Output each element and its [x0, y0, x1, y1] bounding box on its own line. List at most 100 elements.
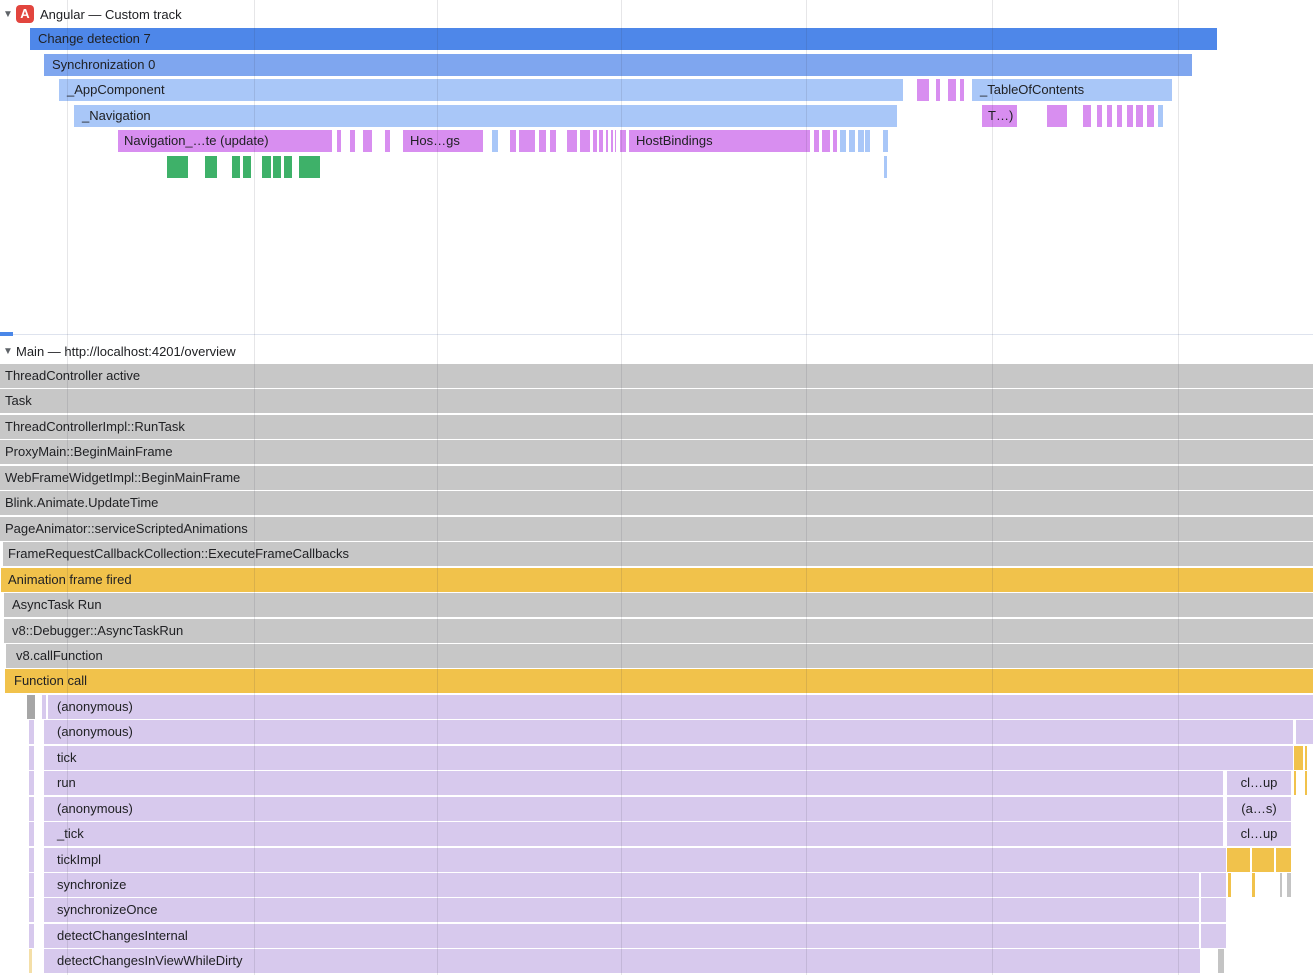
- flame-bar[interactable]: [167, 156, 188, 178]
- flame-bar[interactable]: Function call: [5, 669, 1313, 694]
- main-track-header[interactable]: ▼ Main — http://localhost:4201/overview: [0, 339, 236, 363]
- flame-bar[interactable]: HostBindings: [629, 130, 810, 152]
- flame-bar[interactable]: _AppComponent: [59, 79, 903, 101]
- flame-bar[interactable]: [1276, 847, 1291, 872]
- flame-bar[interactable]: [29, 822, 34, 847]
- flame-bar[interactable]: [539, 130, 546, 152]
- flame-bar[interactable]: [29, 847, 34, 872]
- flame-bar[interactable]: [948, 79, 956, 101]
- flame-bar[interactable]: detectChangesInViewWhileDirty: [44, 949, 1200, 974]
- flame-bar[interactable]: (anonymous): [44, 720, 1293, 745]
- flame-bar[interactable]: [833, 130, 837, 152]
- flame-bar[interactable]: v8.callFunction: [6, 643, 1313, 668]
- flame-bar[interactable]: [1296, 720, 1313, 745]
- flame-bar[interactable]: [865, 130, 870, 152]
- flame-bar[interactable]: [960, 79, 964, 101]
- flame-bar[interactable]: [1287, 873, 1291, 897]
- flame-bar[interactable]: Navigation_…te (update): [118, 130, 332, 152]
- flame-bar[interactable]: _Navigation: [74, 105, 897, 127]
- flame-bar[interactable]: [1097, 105, 1102, 127]
- flame-bar[interactable]: PageAnimator::serviceScriptedAnimations: [0, 516, 1313, 541]
- flame-bar[interactable]: (a…s): [1227, 796, 1291, 821]
- flame-bar[interactable]: [620, 130, 626, 152]
- flame-bar[interactable]: [1252, 847, 1274, 872]
- flame-bar[interactable]: [29, 923, 34, 948]
- flame-bar[interactable]: _tick: [44, 822, 1223, 847]
- flame-bar[interactable]: [284, 156, 292, 178]
- flame-bar[interactable]: [1305, 745, 1307, 770]
- flame-bar[interactable]: cl…up: [1227, 771, 1291, 796]
- flame-bar[interactable]: [27, 694, 35, 719]
- flame-bar[interactable]: tick: [44, 745, 1293, 770]
- flame-bar[interactable]: [580, 130, 590, 152]
- flame-bar[interactable]: [1201, 898, 1226, 923]
- collapse-triangle-icon[interactable]: ▼: [3, 345, 13, 357]
- flame-bar[interactable]: [1294, 771, 1296, 796]
- flame-bar[interactable]: [615, 130, 616, 152]
- flame-bar[interactable]: [337, 130, 341, 152]
- flame-bar[interactable]: [1280, 873, 1282, 897]
- flame-bar[interactable]: [363, 130, 372, 152]
- flame-bar[interactable]: [1228, 873, 1231, 897]
- flame-bar[interactable]: [1127, 105, 1133, 127]
- flame-bar[interactable]: [29, 949, 32, 974]
- flame-bar[interactable]: [350, 130, 355, 152]
- flame-bar[interactable]: [822, 130, 830, 152]
- flame-bar[interactable]: FrameRequestCallbackCollection::ExecuteF…: [3, 542, 1313, 567]
- flame-bar[interactable]: detectChangesInternal: [44, 923, 1199, 948]
- flame-bar[interactable]: [550, 130, 556, 152]
- flame-bar[interactable]: [1107, 105, 1112, 127]
- flame-bar[interactable]: [936, 79, 940, 101]
- flame-bar[interactable]: tickImpl: [44, 847, 1226, 872]
- flame-bar[interactable]: [519, 130, 535, 152]
- flame-bar[interactable]: [29, 745, 34, 770]
- flame-bar[interactable]: [29, 873, 34, 897]
- flame-bar[interactable]: [1201, 873, 1226, 897]
- flame-bar[interactable]: [917, 79, 929, 101]
- flame-bar[interactable]: [1218, 949, 1224, 974]
- flame-bar[interactable]: [567, 130, 577, 152]
- flame-bar[interactable]: synchronize: [44, 873, 1199, 897]
- flame-bar[interactable]: ProxyMain::BeginMainFrame: [0, 440, 1313, 465]
- flame-bar[interactable]: [299, 156, 320, 178]
- flame-bar[interactable]: Change detection 7: [30, 28, 1217, 50]
- flame-bar[interactable]: [385, 130, 390, 152]
- flame-bar[interactable]: [884, 156, 887, 178]
- flame-bar[interactable]: [29, 720, 34, 745]
- flame-bar[interactable]: [1158, 105, 1163, 127]
- flame-bar[interactable]: Hos…gs: [403, 130, 483, 152]
- flame-bar[interactable]: [1117, 105, 1122, 127]
- flame-bar[interactable]: [273, 156, 281, 178]
- flame-bar[interactable]: [849, 130, 855, 152]
- flame-bar[interactable]: [492, 130, 498, 152]
- flame-bar[interactable]: [840, 130, 846, 152]
- flame-bar[interactable]: [1201, 923, 1226, 948]
- flame-bar[interactable]: cl…up: [1227, 822, 1291, 847]
- flame-bar[interactable]: synchronizeOnce: [44, 898, 1199, 923]
- flame-bar[interactable]: Blink.Animate.UpdateTime: [0, 491, 1313, 516]
- flame-bar[interactable]: [1305, 771, 1307, 796]
- flame-bar[interactable]: run: [44, 771, 1223, 796]
- flame-bar[interactable]: [510, 130, 516, 152]
- flame-bar[interactable]: [611, 130, 613, 152]
- flame-bar[interactable]: WebFrameWidgetImpl::BeginMainFrame: [0, 465, 1313, 490]
- flame-bar[interactable]: (anonymous): [44, 796, 1223, 821]
- flame-bar[interactable]: Animation frame fired: [1, 567, 1313, 592]
- flame-bar[interactable]: [599, 130, 603, 152]
- flame-bar[interactable]: [1136, 105, 1143, 127]
- flame-bar[interactable]: _TableOfContents: [972, 79, 1172, 101]
- flame-bar[interactable]: [858, 130, 864, 152]
- angular-track-header[interactable]: ▼ A Angular — Custom track: [0, 2, 182, 26]
- flame-bar[interactable]: [606, 130, 608, 152]
- flame-bar[interactable]: [232, 156, 240, 178]
- flame-bar[interactable]: [29, 796, 34, 821]
- flame-bar[interactable]: Synchronization 0: [44, 54, 1192, 76]
- flame-bar[interactable]: [1047, 105, 1067, 127]
- flame-bar[interactable]: [1147, 105, 1154, 127]
- flame-bar[interactable]: v8::Debugger::AsyncTaskRun: [4, 618, 1313, 643]
- flame-bar[interactable]: [262, 156, 271, 178]
- flame-bar[interactable]: [42, 694, 46, 719]
- flame-bar[interactable]: AsyncTask Run: [4, 593, 1313, 618]
- flame-bar[interactable]: [1294, 745, 1303, 770]
- flame-bar[interactable]: [243, 156, 251, 178]
